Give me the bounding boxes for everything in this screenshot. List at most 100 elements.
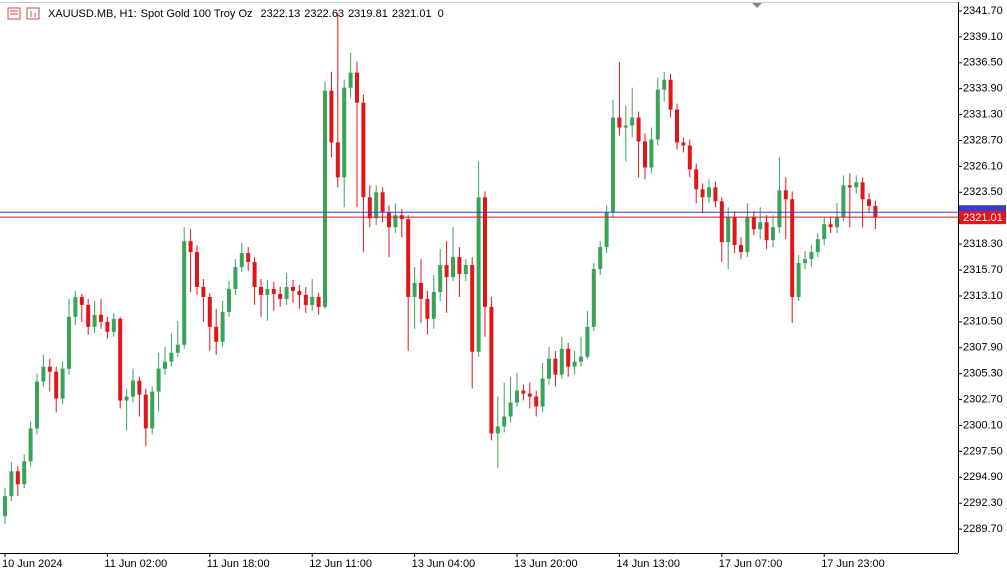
candle bbox=[771, 215, 775, 248]
y-tick-label: 2302.70 bbox=[963, 393, 1003, 405]
candle-body bbox=[387, 212, 391, 228]
candle-body bbox=[508, 402, 513, 417]
candle bbox=[323, 81, 327, 309]
candle bbox=[361, 94, 366, 253]
candle-body bbox=[694, 169, 699, 190]
candle-body bbox=[598, 247, 603, 270]
y-tick-label: 2341.70 bbox=[963, 5, 1003, 17]
candle bbox=[265, 279, 270, 321]
candle-body bbox=[470, 265, 475, 352]
candle bbox=[790, 191, 795, 323]
candle bbox=[700, 183, 705, 214]
candle bbox=[335, 12, 340, 188]
candle-body bbox=[745, 217, 750, 253]
candle-body bbox=[22, 461, 27, 485]
volume-value: 0 bbox=[438, 8, 444, 20]
candle bbox=[105, 316, 110, 339]
candle bbox=[662, 71, 667, 102]
x-tick-label: 11 Jun 02:00 bbox=[104, 558, 167, 570]
candle-body bbox=[67, 316, 71, 369]
candle bbox=[137, 376, 142, 417]
y-tick-label: 2289.70 bbox=[963, 523, 1003, 535]
candle bbox=[847, 173, 852, 228]
candle-body bbox=[636, 117, 641, 142]
candle bbox=[67, 298, 71, 375]
candle bbox=[540, 362, 545, 413]
candle-body bbox=[28, 428, 33, 462]
candle bbox=[124, 388, 129, 431]
candle-body bbox=[239, 253, 244, 268]
candle bbox=[515, 372, 519, 407]
candle bbox=[118, 316, 123, 409]
candle-body bbox=[348, 72, 353, 88]
candle-body bbox=[796, 263, 801, 297]
candle-body bbox=[611, 117, 615, 213]
candle-body bbox=[579, 356, 583, 362]
candle bbox=[342, 79, 347, 208]
candle bbox=[585, 310, 590, 359]
candle-body bbox=[355, 72, 359, 103]
candle bbox=[783, 177, 788, 240]
candle bbox=[649, 127, 654, 174]
candle-body bbox=[380, 192, 385, 213]
y-tick-label: 2336.50 bbox=[963, 57, 1003, 69]
candle-body bbox=[73, 296, 78, 317]
y-tick-label: 2326.10 bbox=[963, 160, 1003, 172]
candle bbox=[476, 161, 481, 357]
candle-body bbox=[809, 252, 814, 260]
candle bbox=[451, 227, 455, 281]
candle bbox=[188, 229, 193, 292]
candle bbox=[111, 312, 116, 337]
candle-body bbox=[547, 358, 551, 379]
candle-body bbox=[265, 288, 270, 295]
candle bbox=[233, 259, 238, 295]
candle bbox=[643, 133, 647, 180]
candle bbox=[259, 278, 263, 317]
candle bbox=[572, 350, 577, 375]
candle-body bbox=[406, 219, 411, 297]
candle bbox=[521, 384, 526, 401]
candle-body bbox=[150, 391, 155, 429]
candle-body bbox=[764, 222, 769, 241]
candle bbox=[3, 488, 7, 525]
candle-body bbox=[783, 190, 788, 200]
open-value: 2322.13 bbox=[261, 8, 301, 20]
candle-body bbox=[137, 380, 142, 395]
candle bbox=[329, 71, 334, 158]
candle-body bbox=[374, 192, 379, 219]
candle bbox=[630, 87, 635, 138]
y-tick-label: 2318.30 bbox=[963, 238, 1003, 250]
candle-body bbox=[41, 366, 46, 382]
candle bbox=[675, 103, 679, 150]
candle-body bbox=[323, 90, 327, 307]
candle-body bbox=[207, 296, 212, 327]
candle bbox=[527, 382, 532, 409]
candle bbox=[131, 368, 135, 403]
candle-body bbox=[118, 318, 123, 401]
candle bbox=[687, 139, 692, 178]
candle-body bbox=[655, 89, 660, 140]
candle-body bbox=[99, 314, 103, 322]
candle-body bbox=[681, 142, 686, 146]
candle-body bbox=[617, 117, 622, 128]
candle-body bbox=[566, 348, 571, 367]
candle bbox=[201, 278, 206, 322]
candle-body bbox=[668, 79, 673, 110]
candle bbox=[764, 215, 769, 250]
candle-body bbox=[188, 241, 193, 253]
candle-body bbox=[591, 269, 596, 327]
candle bbox=[380, 187, 385, 223]
candle bbox=[35, 373, 39, 435]
candle bbox=[719, 197, 724, 263]
candle-body bbox=[463, 265, 468, 275]
candle bbox=[566, 342, 571, 377]
candle-body bbox=[54, 371, 59, 399]
y-tick-label: 2292.30 bbox=[963, 497, 1003, 509]
candle-body bbox=[726, 217, 731, 243]
x-tick-label: 13 Jun 20:00 bbox=[514, 558, 578, 570]
candle bbox=[60, 361, 65, 405]
candle bbox=[438, 249, 443, 301]
candle-body bbox=[227, 288, 231, 312]
candle bbox=[611, 99, 615, 218]
candle-body bbox=[79, 296, 84, 305]
